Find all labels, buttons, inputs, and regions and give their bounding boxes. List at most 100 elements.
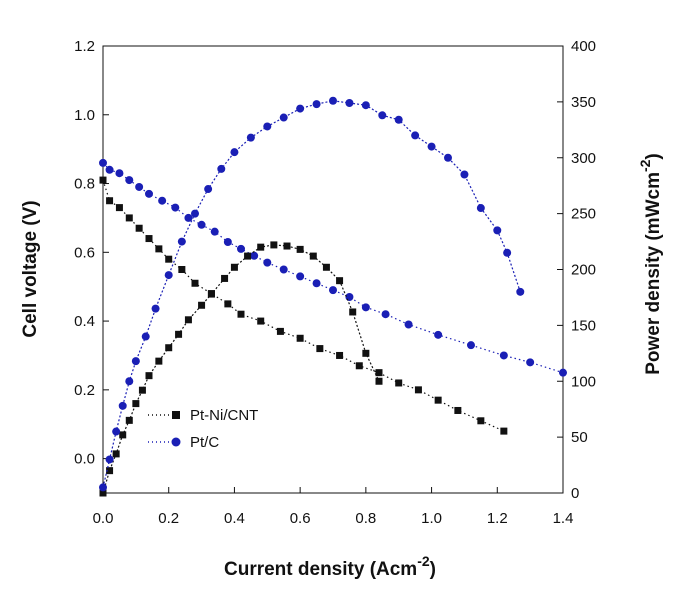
data-point-pt-ni-cnt-voltage: [477, 417, 485, 425]
y-left-tick-label: 0.6: [74, 244, 95, 261]
data-point-pt-c-voltage: [361, 303, 370, 312]
data-point-pt-ni-cnt-voltage: [191, 279, 199, 287]
data-point-pt-c-voltage: [99, 158, 107, 167]
data-point-pt-ni-cnt-voltage: [276, 327, 284, 335]
data-point-pt-ni-cnt-voltage: [135, 224, 143, 232]
data-point-pt-c-power: [279, 113, 288, 122]
data-point-pt-c-power: [493, 226, 502, 235]
data-point-pt-ni-cnt-power: [336, 277, 344, 285]
y-left-tick-label: 1.2: [74, 38, 95, 55]
legend-label-pt-c: Pt/C: [190, 434, 219, 451]
data-point-pt-c-voltage: [526, 358, 535, 367]
x-axis-title: Current density (Acm-2): [224, 553, 436, 580]
data-point-pt-ni-cnt-voltage: [375, 369, 383, 377]
x-tick-label: 0.8: [355, 510, 376, 527]
data-point-pt-c-power: [141, 332, 150, 341]
y-left-axis-ticks: 0.0 0.2 0.4 0.6 0.8 1.0 1.2: [74, 38, 109, 468]
data-point-pt-ni-cnt-voltage: [395, 379, 403, 387]
data-point-pt-ni-cnt-power: [165, 344, 173, 352]
data-point-pt-ni-cnt-voltage: [336, 351, 344, 359]
y-left-tick-label: 0.4: [74, 313, 95, 330]
data-point-pt-c-voltage: [499, 351, 508, 360]
data-point-pt-ni-cnt-voltage: [355, 362, 363, 370]
legend-marker-pt-c: [171, 437, 181, 447]
data-point-pt-c-power: [118, 401, 127, 410]
data-point-pt-c-power: [131, 357, 140, 366]
x-tick-label: 0.6: [290, 510, 311, 527]
data-point-pt-ni-cnt-power: [257, 243, 265, 251]
data-point-pt-ni-cnt-power: [99, 489, 107, 497]
data-point-pt-c-voltage: [404, 320, 413, 329]
data-point-pt-ni-cnt-voltage: [106, 197, 114, 205]
y-left-axis-title: Cell voltage (V): [20, 200, 41, 337]
y-left-tick-label: 0.0: [74, 451, 95, 468]
data-point-pt-c-voltage: [434, 330, 443, 339]
data-point-pt-ni-cnt-power: [270, 241, 278, 249]
data-point-pt-ni-cnt-power: [175, 330, 183, 338]
data-point-pt-c-voltage: [184, 213, 193, 222]
x-tick-label: 0.4: [224, 510, 245, 527]
data-point-pt-ni-cnt-voltage: [155, 245, 163, 253]
series-line-pt-ni-cnt-voltage: [102, 179, 505, 432]
series-pt-ni-cnt-voltage: [99, 176, 508, 435]
data-point-pt-c-voltage: [197, 220, 206, 229]
data-point-pt-c-voltage: [329, 286, 337, 295]
data-point-pt-c-power: [329, 96, 337, 105]
x-tick-label: 1.0: [421, 510, 442, 527]
data-point-pt-c-power: [125, 377, 134, 386]
data-point-pt-c-power: [296, 104, 305, 113]
data-point-pt-c-power: [164, 271, 173, 280]
data-point-pt-ni-cnt-voltage: [296, 334, 304, 342]
data-point-pt-ni-cnt-power: [230, 263, 238, 271]
y-right-tick-label: 100: [571, 373, 596, 390]
data-point-pt-ni-cnt-power: [283, 242, 291, 250]
data-point-pt-c-voltage: [135, 182, 144, 191]
data-point-pt-c-power: [345, 98, 354, 107]
series-line-pt-c-voltage: [102, 162, 564, 374]
data-point-pt-c-power: [105, 455, 114, 464]
data-point-pt-ni-cnt-voltage: [178, 266, 186, 273]
data-point-pt-c-power: [516, 287, 525, 296]
data-point-pt-ni-cnt-power: [155, 357, 163, 365]
series-pt-c-voltage: [99, 158, 567, 377]
data-point-pt-c-power: [427, 142, 436, 151]
data-point-pt-ni-cnt-power: [119, 431, 127, 439]
data-point-pt-c-voltage: [145, 189, 153, 198]
data-point-pt-ni-cnt-voltage: [125, 214, 133, 222]
y-right-tick-label: 150: [571, 317, 596, 334]
data-point-pt-ni-cnt-power: [309, 252, 317, 260]
data-point-pt-ni-cnt-voltage: [224, 300, 232, 308]
data-point-pt-c-power: [263, 122, 272, 131]
y-left-tick-label: 0.2: [74, 382, 95, 399]
data-point-pt-c-power: [312, 100, 321, 109]
data-point-pt-ni-cnt-power: [112, 450, 120, 458]
data-point-pt-ni-cnt-voltage: [115, 204, 123, 212]
data-point-pt-ni-cnt-power: [198, 301, 206, 309]
y-left-tick-label: 0.8: [74, 176, 95, 193]
data-point-pt-ni-cnt-power: [362, 349, 370, 357]
data-point-pt-c-power: [361, 101, 370, 110]
data-point-pt-c-power: [112, 427, 121, 436]
data-point-pt-c-voltage: [115, 169, 124, 178]
series-pt-c-power: [99, 96, 525, 492]
data-point-pt-c-voltage: [559, 368, 567, 377]
data-point-pt-c-voltage: [381, 310, 390, 319]
data-point-pt-ni-cnt-voltage: [414, 386, 422, 394]
legend-label-pt-ni-cnt: Pt-Ni/CNT: [190, 407, 258, 424]
legend-marker-pt-ni-cnt: [172, 411, 180, 419]
data-point-pt-c-power: [204, 185, 213, 194]
series-line-pt-c-power: [102, 100, 521, 488]
x-tick-label: 0.2: [158, 510, 179, 527]
data-point-pt-c-voltage: [223, 237, 232, 246]
data-point-pt-c-power: [394, 115, 403, 124]
plot-frame: [102, 45, 564, 494]
x-tick-label: 1.4: [553, 510, 574, 527]
y-right-tick-label: 0: [571, 485, 579, 502]
data-point-pt-c-voltage: [345, 293, 354, 302]
data-point-pt-c-voltage: [125, 176, 134, 185]
data-point-pt-c-power: [460, 170, 469, 179]
data-point-pt-c-power: [151, 304, 160, 313]
data-point-pt-c-power: [191, 209, 199, 218]
data-point-pt-ni-cnt-voltage: [165, 255, 173, 263]
